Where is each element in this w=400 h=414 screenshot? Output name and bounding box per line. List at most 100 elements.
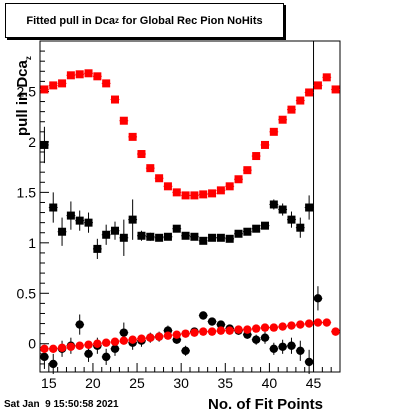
y-tick-label: 0.5: [17, 285, 37, 301]
x-tick-label: 45: [306, 375, 322, 391]
data-point: [243, 227, 252, 236]
data-point: [75, 320, 84, 329]
data-point: [181, 329, 190, 338]
data-point: [278, 205, 287, 214]
data-point: [207, 327, 217, 336]
data-point: [172, 330, 181, 339]
data-point: [207, 317, 217, 326]
data-point: [163, 232, 172, 241]
data-point: [155, 174, 164, 183]
data-point: [101, 338, 111, 347]
data-point: [84, 349, 93, 359]
data-point: [137, 334, 146, 343]
data-point: [75, 216, 84, 225]
data-point: [251, 324, 261, 333]
data-point: [313, 81, 322, 90]
data-point: [278, 322, 287, 331]
data-point: [208, 233, 217, 242]
data-point: [243, 325, 252, 334]
data-point: [58, 227, 67, 236]
data-point: [190, 328, 199, 337]
data-point: [190, 191, 199, 200]
data-point: [304, 319, 314, 328]
data-point: [128, 215, 137, 224]
data-point: [40, 352, 49, 362]
data-point: [84, 69, 93, 78]
data-point: [102, 79, 111, 88]
data-point: [216, 186, 225, 195]
data-point: [155, 233, 164, 242]
data-point: [252, 224, 261, 233]
data-point: [322, 318, 331, 327]
data-point: [287, 105, 296, 114]
data-point: [93, 244, 102, 253]
data-point: [278, 115, 287, 124]
y-tick-label: 1: [28, 235, 36, 251]
plot-frame: [39, 40, 341, 373]
data-point: [331, 327, 340, 336]
data-point: [296, 96, 305, 105]
x-tick-label: 40: [262, 375, 278, 391]
data-point: [216, 233, 225, 242]
data-point: [181, 231, 190, 240]
y-tick-label: 2: [28, 134, 36, 150]
data-point: [102, 230, 111, 239]
x-tick-label: 35: [218, 375, 234, 391]
series-1: [40, 126, 314, 259]
data-point: [40, 140, 49, 149]
x-tick-label: 30: [173, 375, 189, 391]
data-point: [296, 320, 305, 329]
data-point: [243, 166, 252, 175]
data-point: [252, 152, 261, 161]
y-tick-label: 1.5: [17, 184, 37, 200]
data-point: [269, 323, 279, 332]
data-point: [304, 357, 314, 367]
x-axis-label: No. of Fit Points: [208, 396, 323, 413]
data-point: [287, 215, 296, 224]
data-point: [305, 203, 314, 212]
data-point: [40, 344, 49, 353]
data-point: [111, 95, 119, 104]
data-point: [119, 233, 128, 242]
data-point: [225, 182, 234, 191]
data-point: [75, 341, 84, 350]
y-tick-label: 0: [28, 336, 36, 352]
data-point: [305, 88, 314, 97]
data-point: [216, 320, 226, 329]
data-point: [93, 72, 102, 81]
x-tick-label: 15: [41, 375, 57, 391]
data-point: [137, 150, 146, 159]
data-point: [101, 352, 111, 362]
y-axis-label-main: pull in Dca: [14, 60, 31, 136]
data-point: [225, 326, 234, 335]
chart-title-main: Fitted pull in Dca: [26, 14, 115, 27]
data-point: [225, 234, 234, 243]
data-point: [278, 342, 287, 351]
data-point: [313, 318, 323, 327]
data-point: [251, 335, 261, 344]
data-point: [234, 325, 243, 334]
data-point: [110, 337, 120, 346]
data-point: [261, 221, 269, 230]
data-point: [269, 200, 278, 209]
data-point: [172, 224, 181, 233]
series-3: [40, 318, 340, 353]
data-point: [93, 339, 102, 348]
data-point: [296, 223, 305, 232]
data-point: [260, 323, 270, 332]
data-point: [128, 132, 137, 141]
data-point: [269, 127, 278, 136]
x-tick-label: 25: [129, 375, 145, 391]
data-point: [190, 232, 199, 241]
data-point: [154, 332, 164, 341]
data-point: [216, 326, 226, 335]
chart-title-rest: for Global Rec Pion NoHits: [119, 14, 263, 27]
data-point: [287, 341, 296, 350]
data-point: [287, 321, 296, 330]
data-point: [111, 226, 119, 235]
timestamp: Sat Jan 9 15:50:58 2021: [4, 399, 119, 410]
data-point: [163, 182, 172, 191]
data-point: [199, 311, 208, 320]
data-point: [199, 327, 208, 336]
